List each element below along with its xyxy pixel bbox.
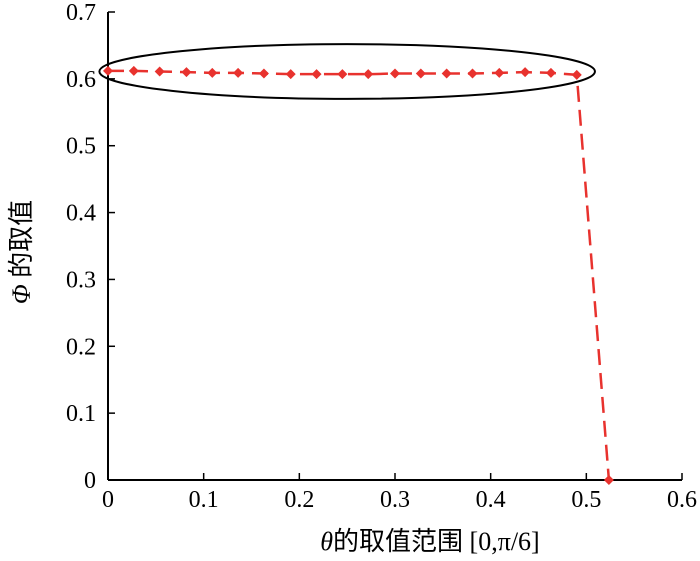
data-point <box>233 67 244 78</box>
data-point <box>571 69 582 80</box>
data-point <box>545 67 556 78</box>
x-tick-label: 0.4 <box>476 487 506 513</box>
data-point <box>258 68 269 79</box>
y-tick-label: 0.2 <box>66 334 96 360</box>
data-point <box>390 68 400 79</box>
data-point <box>181 67 192 78</box>
data-point <box>441 68 452 79</box>
y-axis-title: Φ 的取值 <box>7 200 36 304</box>
y-tick-label: 0 <box>84 468 96 494</box>
x-tick-label: 0.1 <box>189 487 219 513</box>
data-point <box>363 69 374 80</box>
axes <box>107 12 682 481</box>
y-tick-label: 0.6 <box>66 67 96 93</box>
data-point <box>285 69 296 80</box>
data-point <box>103 65 113 76</box>
annotations <box>98 43 596 100</box>
x-tick-label: 0.2 <box>284 487 314 513</box>
data-point <box>494 67 505 78</box>
y-tick-label: 0.3 <box>66 267 96 293</box>
x-tick-label: 0.3 <box>380 487 410 513</box>
x-tick-label: 0.6 <box>667 487 697 513</box>
data-point <box>520 67 531 78</box>
x-axis-title: θ的取值范围 [0,π/6] <box>320 527 539 556</box>
y-tick-label: 0.1 <box>66 401 96 427</box>
series-line <box>108 69 611 481</box>
data-point <box>603 475 614 485</box>
y-ticks: 0 0.1 0.2 0.3 0.4 0.5 0.6 0.7 <box>66 0 115 494</box>
highlight-ellipse <box>98 43 596 100</box>
data-point <box>154 66 165 77</box>
data-point <box>415 68 426 79</box>
data-point <box>128 65 139 76</box>
data-point <box>337 69 348 80</box>
y-tick-label: 0.7 <box>66 0 96 26</box>
x-ticks: 0 0.1 0.2 0.3 0.4 0.5 0.6 <box>102 473 697 513</box>
y-tick-label: 0.5 <box>66 134 96 160</box>
data-point <box>311 69 322 80</box>
x-tick-label: 0 <box>102 487 114 513</box>
x-tick-label: 0.5 <box>571 487 601 513</box>
data-point <box>207 67 218 78</box>
series-group <box>103 65 614 485</box>
data-point <box>467 68 478 79</box>
y-tick-label: 0.4 <box>66 201 96 227</box>
